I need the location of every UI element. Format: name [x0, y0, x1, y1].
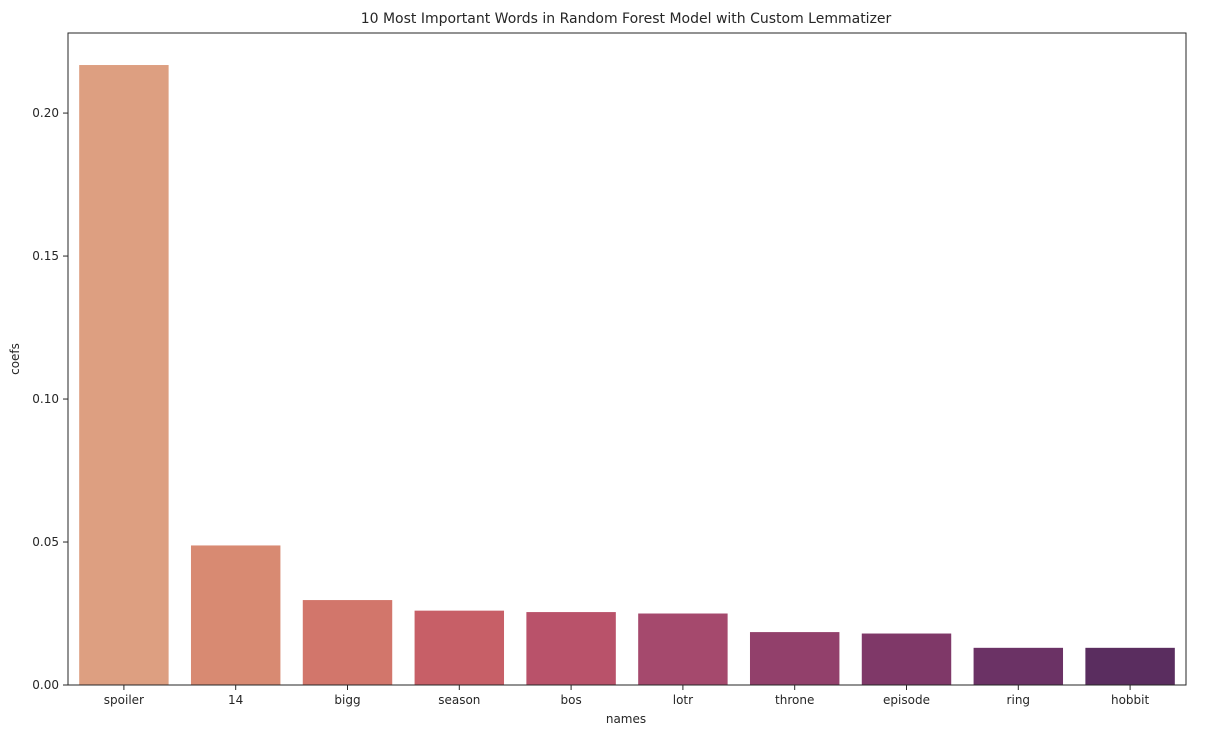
plot-frame	[67, 32, 1187, 686]
x-tick-label: episode	[883, 693, 930, 707]
bar-episode	[861, 633, 952, 685]
bar-14	[190, 545, 281, 685]
x-axis: spoiler 14 bigg season bos lotr throne episode r…	[104, 685, 1150, 707]
y-tick-label: 0.10	[32, 392, 59, 406]
x-tick-label: ring	[1007, 693, 1031, 707]
x-tick-label: season	[438, 693, 480, 707]
bar-ring	[973, 647, 1064, 685]
x-tick-label: lotr	[673, 693, 693, 707]
bar-spoiler	[79, 65, 169, 685]
chart-title: 10 Most Important Words in Random Forest…	[361, 11, 892, 27]
x-axis-label: names	[606, 712, 646, 726]
x-tick-label: bos	[560, 693, 581, 707]
bars-group	[79, 65, 1175, 685]
bar-lotr	[638, 613, 728, 685]
x-tick-label: spoiler	[104, 693, 144, 707]
y-tick-label: 0.15	[32, 249, 59, 263]
bar-bos	[526, 612, 616, 685]
x-tick-label: bigg	[334, 693, 360, 707]
bar-season	[414, 610, 505, 685]
x-tick-label: hobbit	[1111, 693, 1150, 707]
bar-bigg	[302, 600, 393, 685]
bar-hobbit	[1085, 647, 1175, 685]
y-axis-label: coefs	[8, 343, 22, 375]
y-tick-label: 0.20	[32, 106, 59, 120]
y-tick-label: 0.05	[32, 535, 59, 549]
bar-throne	[749, 632, 840, 685]
y-axis: 0.00 0.05 0.10 0.15 0.20	[32, 106, 68, 692]
x-tick-label: throne	[775, 693, 814, 707]
x-tick-label: 14	[228, 693, 243, 707]
y-tick-label: 0.00	[32, 678, 59, 692]
